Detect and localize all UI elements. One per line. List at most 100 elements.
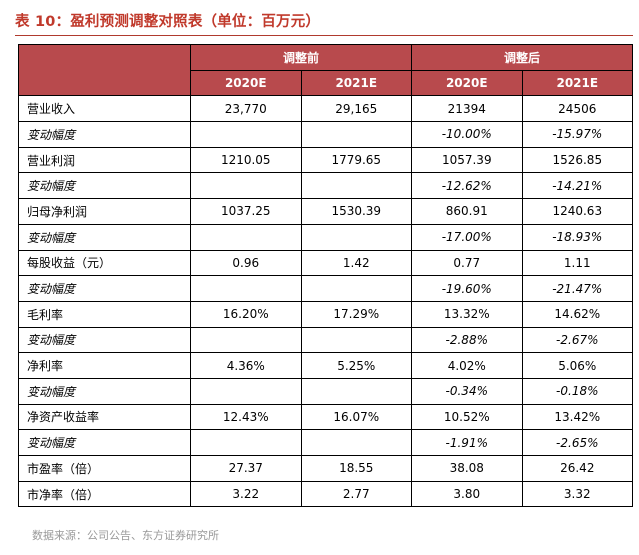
table-cell: 12.43% [190, 403, 302, 431]
table-cell: 14.62% [521, 300, 634, 328]
table-cell: 21394 [411, 95, 523, 123]
row-label: 营业收入 [18, 95, 191, 123]
table-cell [190, 326, 302, 354]
table-row-change: 变动幅度 -2.88% -2.67% [18, 326, 634, 354]
table-cell: -2.67% [521, 326, 634, 354]
table-cell [300, 121, 413, 148]
table-row: 净资产收益率 12.43% 16.07% 10.52% 13.42% [18, 403, 634, 431]
table-cell: 16.07% [300, 403, 413, 431]
table-cell [300, 429, 413, 456]
table-cell [300, 172, 413, 200]
table-row-change: 变动幅度 -10.00% -15.97% [18, 121, 634, 148]
table-cell: -0.34% [411, 377, 523, 405]
table-cell: -15.97% [521, 121, 634, 148]
table-cell: 13.42% [521, 403, 634, 431]
table-cell: 29,165 [300, 95, 413, 123]
table-cell: 1.11 [521, 249, 634, 277]
table-cell: 5.25% [300, 352, 413, 379]
table-cell: 18.55 [300, 455, 413, 482]
table-cell: 1530.39 [300, 198, 413, 225]
table-cell: -21.47% [521, 275, 634, 302]
table-cell: -17.00% [411, 223, 523, 251]
table-title: 表 10：盈利预测调整对照表（单位：百万元） [15, 14, 321, 30]
table-cell [190, 172, 302, 200]
table-row: 净利率 4.36% 5.25% 4.02% 5.06% [18, 352, 634, 379]
row-label: 市净率（倍） [18, 480, 191, 508]
table-cell: -18.93% [521, 223, 634, 251]
table-cell: 16.20% [190, 300, 302, 328]
table-cell [300, 275, 413, 302]
table-cell: -10.00% [411, 121, 523, 148]
table-cell: -19.60% [411, 275, 523, 302]
table-cell: 2.77 [300, 480, 413, 508]
table-cell: 860.91 [411, 198, 523, 225]
table-row: 毛利率 16.20% 17.29% 13.32% 14.62% [18, 300, 634, 328]
row-label: 归母净利润 [18, 198, 191, 225]
earnings-forecast-table: 调整前 调整后 2020E 2021E 2020E 2021E 营业收入 23,7… [18, 43, 634, 508]
row-label: 每股收益（元） [18, 249, 191, 277]
table-row-change: 变动幅度 -17.00% -18.93% [18, 223, 634, 251]
table-cell: 1210.05 [190, 146, 302, 174]
table-cell: 23,770 [190, 95, 302, 123]
row-label: 营业利润 [18, 146, 191, 174]
table-cell: -2.65% [521, 429, 634, 456]
row-label: 市盈率（倍） [18, 455, 191, 482]
row-label: 变动幅度 [18, 121, 191, 148]
table-cell: 13.32% [411, 300, 523, 328]
row-label: 变动幅度 [18, 223, 191, 251]
header-year-row: 2020E 2021E 2020E 2021E [19, 69, 634, 97]
table-cell: 1779.65 [300, 146, 413, 174]
table-cell: 3.80 [411, 480, 523, 508]
table-cell: 0.77 [411, 249, 523, 277]
table-cell [190, 377, 302, 405]
table-cell: -0.18% [521, 377, 634, 405]
table-cell: 17.29% [300, 300, 413, 328]
row-label: 变动幅度 [18, 429, 191, 456]
row-label: 毛利率 [18, 300, 191, 328]
header-year: 2020E [411, 69, 523, 97]
table-row-change: 变动幅度 -19.60% -21.47% [18, 275, 634, 302]
table-row-change: 变动幅度 -1.91% -2.65% [18, 429, 634, 456]
table-cell [190, 429, 302, 456]
table-cell: -2.88% [411, 326, 523, 354]
table-row: 归母净利润 1037.25 1530.39 860.91 1240.63 [18, 198, 634, 225]
table-cell: 0.96 [190, 249, 302, 277]
table-cell: 4.02% [411, 352, 523, 379]
table-cell: -1.91% [411, 429, 523, 456]
table-row: 市净率（倍） 3.22 2.77 3.80 3.32 [18, 480, 634, 508]
table-cell: 3.22 [190, 480, 302, 508]
table-cell: 24506 [521, 95, 634, 123]
table-body: 营业收入 23,770 29,165 21394 24506 变动幅度 -10.00% -15… [18, 95, 634, 508]
table-row: 每股收益（元） 0.96 1.42 0.77 1.11 [18, 249, 634, 277]
table-row: 营业利润 1210.05 1779.65 1057.39 1526.85 [18, 146, 634, 174]
table-cell: -14.21% [521, 172, 634, 200]
table-cell: 5.06% [521, 352, 634, 379]
header-group-after: 调整后 [411, 44, 634, 71]
table-cell: 27.37 [190, 455, 302, 482]
table-cell [190, 223, 302, 251]
row-label: 变动幅度 [18, 275, 191, 302]
header-corner-cell [18, 43, 191, 97]
source-note: 数据来源：公司公告、东方证券研究所 [32, 529, 219, 542]
title-divider [15, 35, 633, 36]
table-cell: 4.36% [190, 352, 302, 379]
header-group-before: 调整前 [189, 44, 413, 71]
table-cell [300, 223, 413, 251]
row-label: 变动幅度 [18, 377, 191, 405]
row-label: 净利率 [18, 352, 191, 379]
header-group-row: 调整前 调整后 [18, 43, 634, 97]
row-label: 变动幅度 [18, 172, 191, 200]
table-row-change: 变动幅度 -12.62% -14.21% [18, 172, 634, 200]
table-cell [190, 121, 302, 148]
table-cell: 1526.85 [521, 146, 634, 174]
table-row: 市盈率（倍） 27.37 18.55 38.08 26.42 [18, 455, 634, 482]
table-row: 营业收入 23,770 29,165 21394 24506 [18, 95, 634, 123]
table-cell [190, 275, 302, 302]
table-cell: 1057.39 [411, 146, 523, 174]
table-cell: 3.32 [521, 480, 634, 508]
table-cell [300, 377, 413, 405]
header-year: 2021E [521, 69, 634, 97]
table-cell: 1.42 [300, 249, 413, 277]
table-header: 调整前 调整后 2020E 2021E 2020E 2021E [18, 43, 634, 97]
row-label: 变动幅度 [18, 326, 191, 354]
